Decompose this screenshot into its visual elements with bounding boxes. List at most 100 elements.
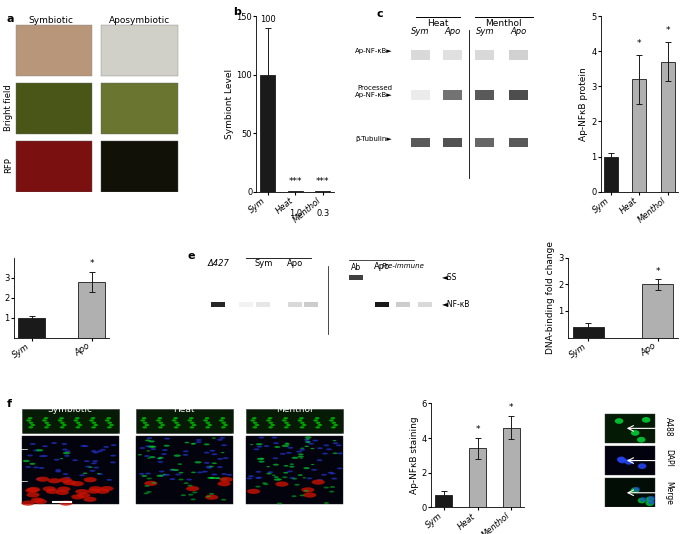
Ellipse shape [296,451,302,453]
Ellipse shape [60,426,64,428]
Ellipse shape [219,419,224,422]
Ellipse shape [631,430,639,436]
Ellipse shape [298,453,303,456]
Bar [288,302,303,307]
Circle shape [89,486,102,491]
Ellipse shape [313,419,318,422]
Bar [260,75,275,192]
Ellipse shape [62,473,68,475]
Ellipse shape [625,459,633,465]
Text: RFP: RFP [3,158,13,174]
Ellipse shape [88,467,92,468]
Bar [573,327,604,337]
Ellipse shape [640,497,647,502]
Ellipse shape [142,422,147,424]
Text: *: * [509,403,514,412]
Ellipse shape [160,475,165,476]
Bar [443,138,462,147]
Ellipse shape [109,424,114,426]
Ellipse shape [108,422,112,424]
Bar [246,436,342,504]
Ellipse shape [181,494,186,496]
Ellipse shape [317,447,323,449]
Ellipse shape [300,422,305,424]
Ellipse shape [302,424,306,426]
Ellipse shape [147,491,151,493]
Ellipse shape [284,465,288,467]
Ellipse shape [275,446,280,448]
Ellipse shape [256,477,261,479]
Circle shape [21,500,34,506]
Bar [632,79,647,192]
Bar [469,449,486,507]
Ellipse shape [212,453,217,455]
Ellipse shape [221,499,226,501]
Ellipse shape [142,417,147,419]
Ellipse shape [316,422,321,424]
Text: Aposymbiotic: Aposymbiotic [109,16,170,25]
Ellipse shape [284,426,288,428]
Ellipse shape [333,440,336,441]
Text: Processed
Ap-NF-κB►: Processed Ap-NF-κB► [355,85,393,98]
Ellipse shape [215,477,221,479]
Ellipse shape [63,452,70,454]
Ellipse shape [158,458,162,459]
Ellipse shape [147,437,152,439]
Ellipse shape [306,441,310,443]
Ellipse shape [64,455,70,457]
Text: Pre-immune: Pre-immune [382,263,425,269]
Ellipse shape [221,426,226,428]
Ellipse shape [183,454,188,456]
Ellipse shape [111,444,116,446]
Ellipse shape [633,487,640,491]
Ellipse shape [637,437,645,443]
Ellipse shape [333,424,338,426]
Ellipse shape [221,422,226,424]
Ellipse shape [212,462,217,464]
Ellipse shape [42,419,47,422]
Ellipse shape [282,445,289,447]
Bar [375,302,388,307]
Ellipse shape [303,467,310,469]
Bar [642,284,673,337]
Ellipse shape [97,473,101,474]
Ellipse shape [257,458,264,460]
Bar [443,50,462,59]
Ellipse shape [290,464,294,465]
Ellipse shape [646,497,654,502]
Text: *: * [656,267,660,276]
Ellipse shape [204,462,210,464]
Ellipse shape [217,458,223,460]
Circle shape [60,500,73,506]
Ellipse shape [140,419,145,422]
Ellipse shape [284,417,288,419]
Circle shape [46,489,59,494]
Circle shape [87,489,100,494]
Ellipse shape [188,419,192,422]
Ellipse shape [210,450,215,452]
Ellipse shape [184,482,189,484]
Bar [136,409,233,433]
Bar [16,141,92,192]
Ellipse shape [85,466,91,468]
Ellipse shape [192,491,197,493]
Ellipse shape [75,417,79,419]
Ellipse shape [145,473,151,475]
Bar [509,138,528,147]
Ellipse shape [645,500,654,506]
Ellipse shape [190,426,195,428]
Text: a: a [6,14,14,24]
Ellipse shape [298,456,304,458]
Ellipse shape [322,453,328,454]
Ellipse shape [55,469,61,471]
Ellipse shape [277,502,282,505]
Bar [443,90,462,100]
Y-axis label: Ap-NFκB mRNA: Ap-NFκB mRNA [0,263,1,332]
Ellipse shape [144,455,150,457]
Circle shape [48,478,61,483]
Circle shape [55,490,69,495]
Ellipse shape [161,453,167,455]
Ellipse shape [295,484,299,486]
Text: Symbiotic: Symbiotic [29,16,73,25]
Ellipse shape [142,426,147,428]
